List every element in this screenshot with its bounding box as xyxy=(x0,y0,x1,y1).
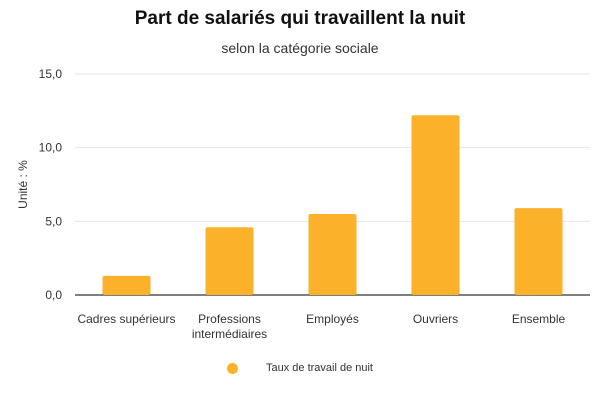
x-tick-label-line: Employés xyxy=(306,312,359,326)
x-tick-label-line: Professions xyxy=(198,312,261,326)
bar[interactable] xyxy=(308,213,357,295)
bar[interactable] xyxy=(514,208,563,295)
x-tick-label: Ouvriers xyxy=(413,312,458,326)
bar[interactable] xyxy=(205,227,254,295)
x-tick-label: Employés xyxy=(306,312,359,326)
x-tick-label-line: Ensemble xyxy=(512,312,566,326)
legend[interactable]: Taux de travail de nuit xyxy=(0,362,600,374)
chart-subtitle: selon la catégorie sociale xyxy=(221,40,379,56)
legend-label: Taux de travail de nuit xyxy=(265,362,373,374)
bar-chart: 0,0 5,0 10,0 15,0 Unité : % Cadres supérieurs… xyxy=(16,67,590,341)
x-tick-label-line: Cadres supérieurs xyxy=(77,312,175,326)
x-tick-label: Cadres supérieurs xyxy=(77,312,175,326)
x-tick-label: Professions intermédiaires xyxy=(192,312,267,341)
x-tick-label-line: Ouvriers xyxy=(413,312,458,326)
x-tick-label: Ensemble xyxy=(512,312,566,326)
x-tick-label-line: intermédiaires xyxy=(192,327,267,341)
legend-marker xyxy=(226,362,238,374)
y-axis-label: Unité : % xyxy=(16,160,30,209)
bar[interactable] xyxy=(411,115,460,296)
y-tick-label: 5,0 xyxy=(45,214,62,228)
bar[interactable] xyxy=(102,275,151,295)
chart-title: Part de salariés qui travaillent la nuit xyxy=(134,8,466,29)
bars xyxy=(102,115,563,296)
axis-labels: 0,0 5,0 10,0 15,0 Unité : % Cadres supérieurs… xyxy=(16,67,566,341)
y-tick-label: 0,0 xyxy=(45,288,62,302)
y-tick-label: 15,0 xyxy=(39,67,63,81)
y-tick-label: 10,0 xyxy=(39,141,63,155)
